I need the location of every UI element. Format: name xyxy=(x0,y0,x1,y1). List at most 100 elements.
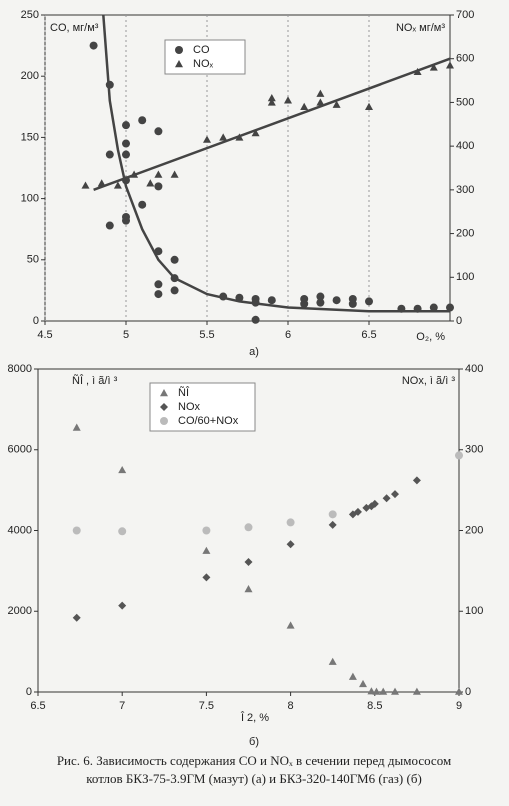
marker xyxy=(89,41,98,50)
marker xyxy=(284,96,292,104)
legend-label: ÑÎ xyxy=(178,386,190,399)
marker xyxy=(138,200,147,209)
marker xyxy=(353,507,362,516)
x-tick-label: 6.5 xyxy=(361,329,376,341)
marker xyxy=(203,135,211,143)
marker xyxy=(316,292,325,301)
marker xyxy=(300,299,309,308)
legend-label: NOx xyxy=(178,401,201,413)
marker xyxy=(267,98,276,106)
legend-marker xyxy=(160,403,168,411)
marker xyxy=(138,116,147,125)
marker xyxy=(154,182,163,191)
marker xyxy=(244,523,253,532)
marker xyxy=(446,303,454,312)
marker xyxy=(370,499,379,508)
y2-tick-label: 200 xyxy=(456,227,474,239)
y2-tick-label: 700 xyxy=(456,9,474,21)
marker xyxy=(412,687,421,695)
y-axis-label: ÑÎ , ì ã/ì ³ xyxy=(72,374,118,387)
x-tick-label: 5.5 xyxy=(199,329,214,341)
marker xyxy=(154,170,163,178)
legend-box xyxy=(164,39,246,75)
marker xyxy=(154,280,163,289)
panel-label: а) xyxy=(249,346,259,358)
x-tick-label: 7 xyxy=(119,700,125,712)
x-tick-label: 8 xyxy=(288,700,294,712)
legend-marker xyxy=(175,46,183,54)
marker xyxy=(154,127,163,136)
x-tick-label: 7.5 xyxy=(199,700,214,712)
y-tick-label: 8000 xyxy=(8,363,32,375)
y-tick-label: 50 xyxy=(27,254,39,266)
fit-line xyxy=(102,14,450,313)
marker xyxy=(154,247,163,256)
marker xyxy=(113,181,122,189)
marker xyxy=(429,63,438,71)
x-tick-label: 5 xyxy=(123,329,129,341)
y2-tick-label: 300 xyxy=(465,444,483,456)
marker xyxy=(332,296,341,305)
marker xyxy=(286,621,295,629)
marker xyxy=(348,510,357,519)
marker xyxy=(267,94,276,102)
y-tick-label: 200 xyxy=(21,70,39,82)
marker xyxy=(251,315,260,324)
x-axis-label: Î 2, % xyxy=(240,711,269,724)
y2-tick-label: 500 xyxy=(456,96,474,108)
marker xyxy=(286,518,295,527)
marker xyxy=(122,216,130,225)
legend-marker xyxy=(160,417,168,425)
marker xyxy=(446,61,454,69)
y2-axis-label: NOₓ мг/м³ xyxy=(396,22,445,34)
legend-marker xyxy=(160,389,168,397)
marker xyxy=(348,672,357,680)
y2-tick-label: 100 xyxy=(456,271,474,283)
marker xyxy=(118,465,127,474)
y2-tick-label: 200 xyxy=(465,524,483,536)
caption: котлов БКЗ-75-3.9ГМ (мазут) (а) и БКЗ-32… xyxy=(86,771,422,786)
marker xyxy=(105,221,114,230)
marker xyxy=(391,490,400,499)
marker xyxy=(429,303,438,312)
y-tick-label: 0 xyxy=(33,315,39,327)
marker xyxy=(170,170,179,178)
marker xyxy=(244,585,253,593)
y2-tick-label: 100 xyxy=(465,605,483,617)
x-tick-label: 9 xyxy=(456,700,462,712)
marker xyxy=(316,298,325,307)
marker xyxy=(219,133,228,141)
marker xyxy=(391,687,400,695)
marker xyxy=(105,150,114,159)
x-tick-label: 6 xyxy=(285,329,291,341)
y-tick-label: 6000 xyxy=(8,444,32,456)
marker xyxy=(202,546,211,554)
y-tick-label: 0 xyxy=(26,686,32,698)
y2-tick-label: 0 xyxy=(465,686,471,698)
marker xyxy=(122,121,130,130)
marker xyxy=(365,102,373,110)
caption: Рис. 6. Зависимость содержания CO и NOₓ … xyxy=(57,753,451,768)
marker xyxy=(244,557,253,566)
legend-label: NOₓ xyxy=(193,58,214,70)
x-axis-label: O₂, % xyxy=(416,331,445,343)
marker xyxy=(118,601,127,610)
y2-tick-label: 600 xyxy=(456,53,474,65)
y-tick-label: 2000 xyxy=(8,605,32,617)
y2-tick-label: 400 xyxy=(456,140,474,152)
marker xyxy=(332,100,341,108)
marker xyxy=(367,687,376,695)
marker xyxy=(81,181,90,189)
x-tick-label: 8.5 xyxy=(367,700,382,712)
marker xyxy=(97,179,106,187)
marker xyxy=(122,139,130,148)
y2-tick-label: 300 xyxy=(456,184,474,196)
marker xyxy=(72,423,81,431)
marker xyxy=(455,451,463,460)
marker xyxy=(316,98,325,106)
marker xyxy=(72,526,81,535)
marker xyxy=(251,129,260,137)
marker xyxy=(348,299,357,308)
marker xyxy=(412,476,421,485)
